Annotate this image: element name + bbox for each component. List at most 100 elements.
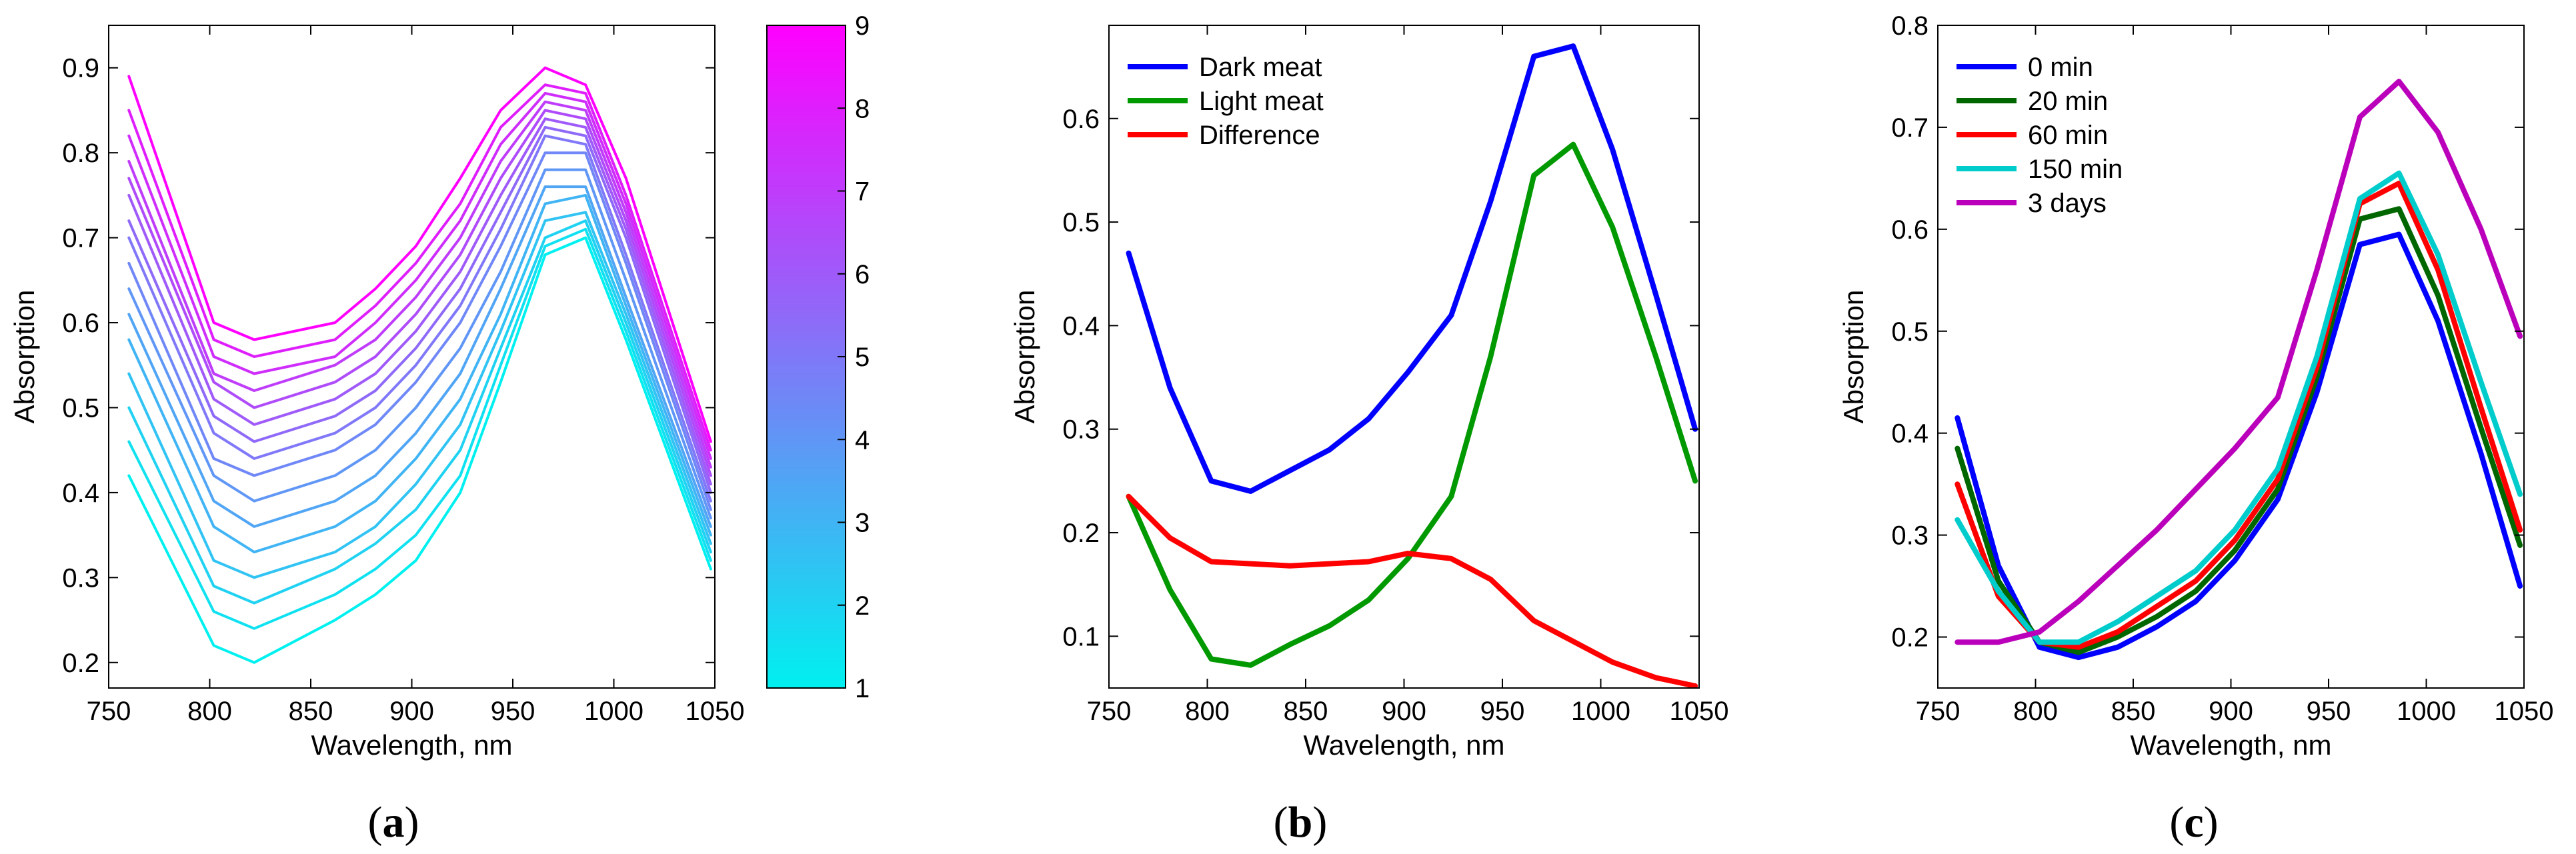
y-axis-label: Absorption (1838, 290, 1869, 424)
legend: Dark meat Light meat Difference (1128, 53, 1324, 150)
panel-label-letter: a (383, 798, 405, 847)
legend-label: 0 min (2028, 53, 2093, 82)
x-tick-label: 850 (1284, 697, 1328, 726)
legend-label: 20 min (2028, 87, 2108, 116)
legend-label: 60 min (2028, 121, 2108, 150)
x-tick-label: 950 (1480, 697, 1525, 726)
y-tick-label: 0.6 (62, 309, 99, 338)
panel-label: (b) (1274, 798, 1328, 847)
panel-label-open: ( (2169, 798, 2184, 847)
series-line-level-12 (127, 100, 712, 469)
colorbar-tick-label: 4 (855, 425, 870, 455)
series-line-0-min (1955, 231, 2523, 661)
y-tick-label: 0.4 (1891, 419, 1928, 449)
legend-label: Difference (1199, 121, 1320, 150)
colorbar-tick-label: 1 (855, 674, 870, 703)
y-tick-label: 0.6 (1891, 215, 1928, 245)
plot-area (109, 25, 715, 688)
x-tick-label: 1000 (2397, 697, 2456, 726)
chart-c: 750 800 850 900 950 1000 1050 0.2 0.3 0.4 0.5 0.6 0.… (1838, 11, 2553, 847)
x-tick-label: 1050 (1670, 697, 1729, 726)
y-tick-label: 0.3 (1891, 521, 1928, 551)
series-line-3-days (1955, 79, 2523, 645)
x-tick-label: 1050 (686, 697, 745, 726)
x-tick-label: 900 (1382, 697, 1426, 726)
colorbar-bar (766, 25, 846, 689)
series-line-level-9 (127, 125, 712, 494)
colorbar: 1 2 3 4 5 6 7 8 9 (766, 11, 870, 703)
series-line-level-6 (127, 168, 712, 520)
y-tick-label: 0.5 (62, 393, 99, 423)
y-tick-label: 0.6 (1062, 105, 1100, 134)
chart-a: 750 800 850 900 950 1000 1050 0.2 0.3 0.4 0.5 0.6 0.… (9, 25, 744, 847)
y-tick-label: 0.1 (1062, 622, 1100, 651)
y-axis-label: Absorption (9, 290, 40, 424)
panel-label-close: ) (405, 798, 419, 847)
y-tick-label: 0.5 (1062, 208, 1100, 237)
plot-area (1938, 25, 2524, 688)
y-tick-label: 0.8 (62, 139, 99, 168)
series-line-dark-meat (1126, 43, 1698, 494)
x-tick-label: 800 (187, 697, 232, 726)
y-tick-label: 0.7 (62, 224, 99, 253)
panel-label-open: ( (1274, 798, 1288, 847)
y-tick-label: 0.5 (1891, 317, 1928, 347)
colorbar-tick-label: 5 (855, 343, 870, 372)
legend-label: 150 min (2028, 155, 2123, 184)
panel-label: (a) (368, 798, 419, 847)
panel-label-open: ( (368, 798, 383, 847)
x-tick-label: 750 (87, 697, 131, 726)
x-tick-label: 750 (1087, 697, 1132, 726)
y-tick-label: 0.4 (1062, 311, 1100, 341)
colorbar-tick-label: 3 (855, 509, 870, 538)
x-axis-label: Wavelength, nm (2131, 729, 2332, 761)
y-tick-label: 0.3 (62, 563, 99, 593)
x-tick-label: 750 (1916, 697, 1961, 726)
series-group (127, 66, 712, 664)
series-line-level-0 (127, 236, 712, 664)
panel-label-letter: b (1288, 798, 1313, 847)
x-tick-label: 850 (2111, 697, 2156, 726)
x-tick-label: 900 (2209, 697, 2253, 726)
x-tick-label: 850 (289, 697, 333, 726)
y-tick-label: 0.7 (1891, 113, 1928, 143)
series-group (1126, 43, 1698, 689)
y-tick-label: 0.3 (1062, 415, 1100, 445)
y-tick-label: 0.9 (62, 54, 99, 83)
series-line-light-meat (1126, 141, 1698, 668)
series-line-level-14 (127, 83, 712, 452)
y-axis-label: Absorption (1009, 290, 1040, 424)
series-line-level-10 (127, 117, 712, 486)
x-tick-label: 1000 (1571, 697, 1630, 726)
series-line-level-13 (127, 91, 712, 460)
y-tick-label: 0.2 (1891, 623, 1928, 653)
x-tick-label: 950 (2307, 697, 2351, 726)
legend-label: 3 days (2028, 189, 2107, 218)
x-tick-label: 800 (1185, 697, 1230, 726)
series-line-level-3 (127, 211, 712, 579)
legend-label: Light meat (1199, 87, 1324, 116)
x-tick-label: 900 (389, 697, 434, 726)
colorbar-tick-label: 9 (855, 11, 870, 41)
series-line-level-11 (127, 109, 712, 477)
x-tick-label: 950 (491, 697, 535, 726)
plot-area (1109, 25, 1699, 688)
series-line-level-15 (127, 66, 712, 443)
series-line-level-5 (127, 185, 712, 528)
x-axis-label: Wavelength, nm (1304, 729, 1505, 761)
x-tick-label: 1000 (584, 697, 643, 726)
panel-label-close: ) (1312, 798, 1327, 847)
series-line-level-7 (127, 151, 712, 511)
colorbar-tick-label: 7 (855, 177, 870, 207)
y-tick-label: 0.2 (1062, 519, 1100, 548)
legend: 0 min 20 min 60 min 150 min 3 days (1957, 53, 2123, 218)
series-line-difference (1126, 493, 1698, 689)
series-line-level-8 (127, 134, 712, 503)
series-line-level-1 (127, 227, 712, 630)
x-axis-label: Wavelength, nm (311, 729, 513, 761)
chart-b: 750 800 850 900 950 1000 1050 0.1 0.2 0.3 0.4 0.5 0.… (1009, 25, 1728, 847)
series-line-level-4 (127, 193, 712, 554)
panel-label: (c) (2169, 798, 2218, 847)
legend-label: Dark meat (1199, 53, 1322, 82)
